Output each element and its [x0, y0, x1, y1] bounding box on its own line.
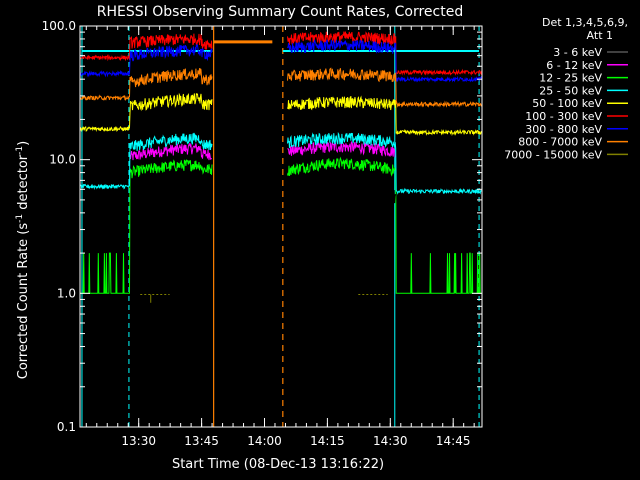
x-tick-label: 14:00	[247, 434, 282, 448]
series-line-100-300-kev-2	[287, 31, 483, 76]
series-line-100-300-kev-1	[79, 33, 213, 62]
series-line-6-12-kev-1	[129, 142, 212, 161]
legend-label: 6 - 12 keV	[546, 59, 602, 72]
legend-label: 50 - 100 keV	[532, 97, 602, 110]
series-line-12-25-kev-2	[287, 156, 482, 294]
x-tick-label: 13:30	[121, 434, 156, 448]
series-line-12-25-kev-1	[80, 158, 213, 294]
series-line-800-7000-kev-1	[79, 68, 213, 101]
series-line-6-12-kev-2	[287, 141, 397, 158]
series-line-25-50-kev-2	[287, 131, 483, 195]
y-axis-label-sup1: -1	[15, 214, 25, 223]
legend-header-line2: Att 1	[587, 29, 613, 42]
series-line-50-100-kev-2	[287, 95, 482, 137]
plot-area	[79, 26, 483, 427]
series-line-3-6-kev-1	[130, 172, 213, 210]
series-line-800-7000-kev-2	[287, 67, 482, 108]
legend-label: 100 - 300 keV	[525, 110, 602, 123]
series-line-25-50-kev-1	[79, 132, 213, 190]
y-axis-label-end: )	[16, 141, 31, 146]
y-tick-label: 10.0	[49, 153, 76, 167]
series-line-300-800-kev-1	[79, 44, 213, 78]
legend-label: 12 - 25 keV	[539, 72, 602, 85]
legend-label: 800 - 7000 keV	[518, 136, 602, 149]
legend-label: 300 - 800 keV	[525, 123, 602, 136]
x-tick-label: 14:15	[310, 434, 345, 448]
legend-label: 25 - 50 keV	[539, 84, 602, 97]
x-tick-label: 14:30	[373, 434, 408, 448]
y-tick-label: 0.1	[57, 420, 76, 434]
legend-label: 7000 - 15000 keV	[504, 148, 602, 161]
series-line-300-800-kev-2	[287, 39, 483, 83]
series-line-50-100-kev-1	[79, 92, 213, 133]
plot-frame	[79, 25, 483, 428]
y-axis-label-main: Corrected Count Rate (s	[16, 223, 31, 380]
legend-label: 3 - 6 keV	[553, 46, 602, 59]
y-tick-label: 1.0	[57, 286, 76, 300]
x-tick-label: 14:45	[436, 434, 471, 448]
y-axis-label-mid: detector	[16, 154, 31, 214]
legend-header-line1: Det 1,3,4,5,6,9,	[542, 16, 628, 29]
y-axis-label: Corrected Count Rate (s-1 detector-1)	[15, 141, 31, 379]
y-tick-label: 100.0	[42, 19, 76, 33]
x-tick-label: 13:45	[184, 434, 219, 448]
chart-title: RHESSI Observing Summary Count Rates, Co…	[97, 4, 463, 20]
axes: 0.1 1.0 10.0 100.0 13:30 13:45 14:00 14:15 14:30…	[42, 19, 483, 448]
x-axis-label: Start Time (08-Dec-13 13:16:22)	[172, 457, 384, 472]
y-axis-label-sup2: -1	[15, 146, 25, 155]
series-line-3-6-kev-2	[286, 172, 397, 207]
